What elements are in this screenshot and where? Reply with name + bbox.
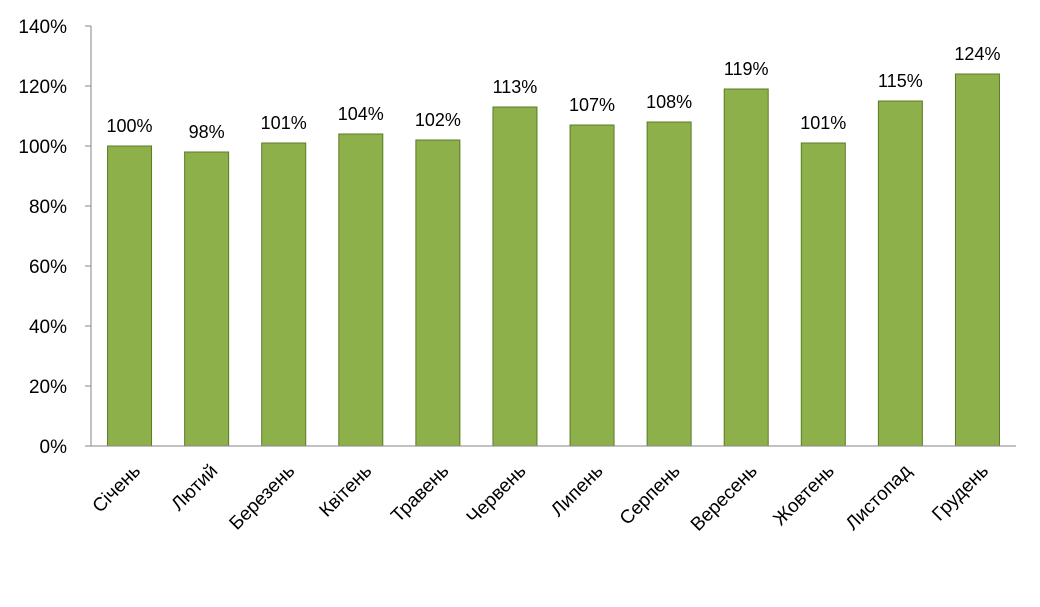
- bar: [877, 100, 923, 447]
- y-tick-label: 80%: [29, 197, 67, 218]
- bar-data-label: 108%: [646, 92, 692, 112]
- bar-data-label: 104%: [338, 104, 384, 124]
- y-tick-label: 100%: [18, 137, 67, 158]
- x-category-label: Жовтень: [770, 461, 839, 530]
- x-category-label: Травень: [387, 461, 453, 527]
- bar: [492, 106, 538, 447]
- y-tick-label: 120%: [18, 77, 67, 98]
- bar: [415, 139, 461, 447]
- bar-data-label: 115%: [878, 71, 923, 91]
- bar-data-label: 100%: [107, 116, 153, 136]
- bar-data-label: 107%: [569, 95, 615, 115]
- bar: [107, 145, 153, 447]
- bar: [569, 124, 615, 447]
- x-axis-category-labels: Січень Лютий Березень Квітень Травень Червень…: [89, 461, 993, 536]
- bar-data-label: 124%: [954, 44, 1000, 64]
- x-category-label: Серпень: [616, 461, 685, 530]
- bar-data-label: 102%: [415, 110, 461, 130]
- x-category-label: Березень: [226, 461, 300, 535]
- x-category-label: Квітень: [316, 461, 377, 522]
- bar: [646, 121, 692, 447]
- bar-data-label: 119%: [724, 59, 769, 79]
- y-tick-label: 60%: [29, 257, 67, 278]
- y-tick-label: 20%: [29, 377, 67, 398]
- data-labels-group: 100% 98% 101% 104% 102% 113% 107% 108% 119% 101% 1…: [107, 44, 1001, 142]
- y-tick-label: 0%: [40, 437, 68, 458]
- y-axis-ticks: 0% 20% 40% 60% 80% 100% 120% 140%: [18, 17, 91, 458]
- x-category-label: Січень: [89, 461, 145, 517]
- bar: [261, 142, 307, 447]
- y-tick-label: 140%: [18, 17, 67, 38]
- bar: [800, 142, 846, 447]
- x-category-label: Лютий: [168, 461, 223, 516]
- bar-data-label: 113%: [493, 77, 538, 97]
- bar: [954, 73, 1000, 447]
- bar: [723, 88, 769, 447]
- bar: [338, 133, 384, 447]
- bar-data-label: 101%: [261, 113, 307, 133]
- x-category-label: Вересень: [687, 461, 762, 536]
- x-category-label: Листопад: [842, 461, 916, 535]
- x-category-label: Грудень: [928, 461, 993, 526]
- bar: [184, 151, 230, 447]
- axes-group: [90, 26, 1016, 447]
- y-tick-label: 40%: [29, 317, 67, 338]
- x-category-label: Липень: [547, 461, 607, 521]
- bar-data-label: 98%: [189, 122, 225, 142]
- bars-group: [107, 73, 1000, 447]
- bar-data-label: 101%: [800, 113, 846, 133]
- x-category-label: Червень: [463, 461, 531, 529]
